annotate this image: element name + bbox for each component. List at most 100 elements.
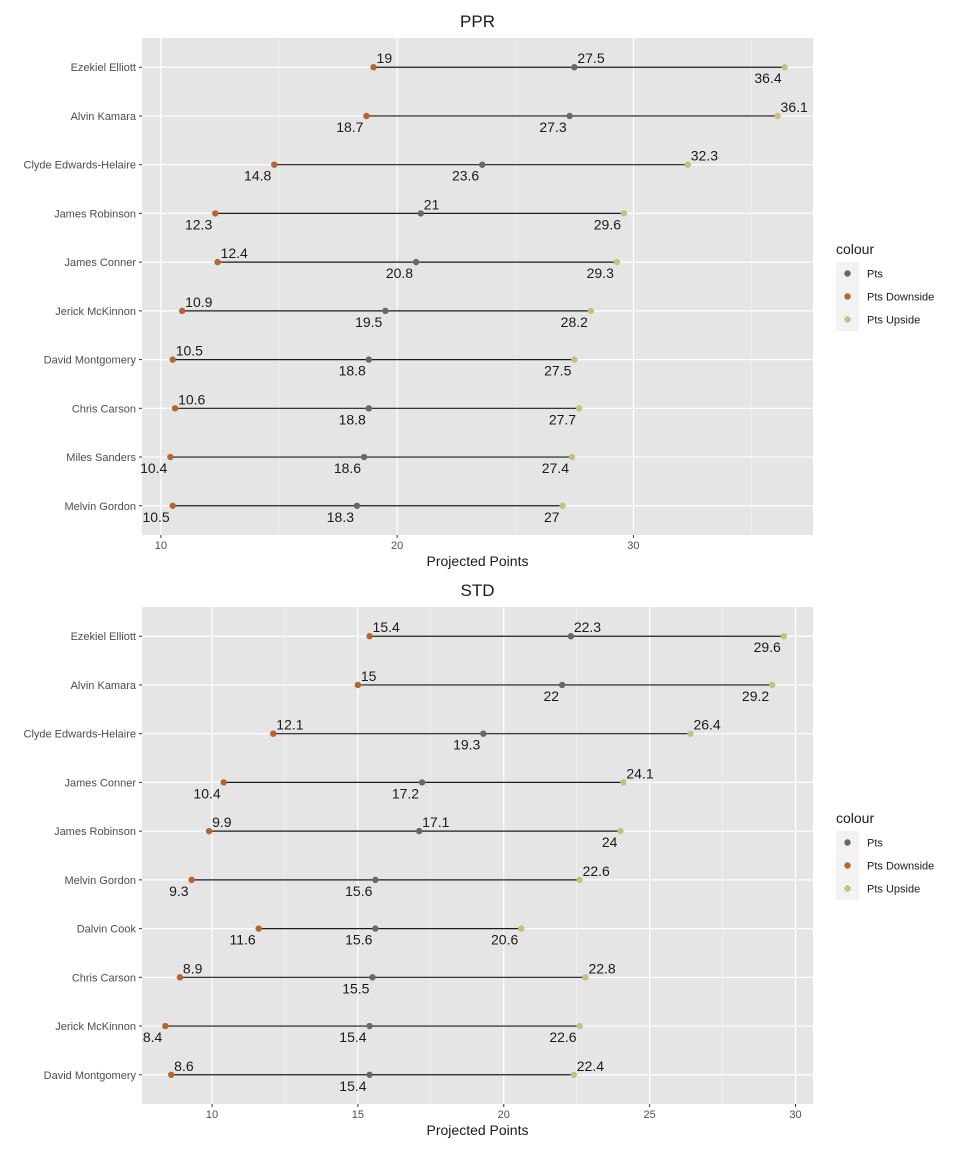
pts-upside-point	[613, 258, 621, 266]
y-tick-label: Chris Carson	[72, 403, 136, 415]
pts-upside-point	[570, 1071, 577, 1078]
pts-upside-label: 22.4	[577, 1058, 604, 1074]
pts-downside-point	[214, 258, 221, 266]
pts-point	[382, 307, 389, 315]
x-tick-label: 20	[391, 540, 403, 552]
legend-label: Pts	[867, 838, 883, 850]
pts-label: 27.3	[539, 119, 566, 135]
pts-downside-point	[271, 161, 278, 168]
legend-label: Pts	[867, 269, 883, 281]
pts-downside-point	[167, 453, 174, 461]
pts-upside-point	[620, 210, 628, 217]
pts-point	[366, 1022, 373, 1030]
pts-downside-point	[205, 827, 213, 835]
pts-label: 18.6	[334, 460, 361, 476]
pts-upside-point	[684, 161, 691, 168]
pts-label: 21	[424, 196, 440, 212]
pts-label: 17.2	[392, 785, 419, 801]
pts-point	[567, 633, 575, 640]
y-tick-label: Miles Sanders	[66, 452, 136, 464]
pts-label: 18.8	[339, 411, 366, 427]
y-tick-label: Ezekiel Elliott	[71, 62, 136, 74]
y-tick-label: Clyde Edwards-Helaire	[24, 160, 137, 172]
x-tick-label: 15	[352, 1109, 364, 1121]
y-tick-label: David Montgomery	[44, 1070, 137, 1082]
pts-upside-point	[575, 405, 583, 412]
x-axis-label: Projected Points	[427, 1122, 529, 1138]
pts-point	[479, 161, 486, 168]
legend-label: Pts Upside	[867, 884, 920, 896]
pts-downside-point	[212, 210, 219, 217]
pts-upside-label: 27	[544, 509, 560, 525]
pts-point	[360, 453, 368, 461]
pts-point	[365, 405, 373, 412]
pts-downside-label: 19	[377, 50, 393, 66]
std-chart: 10 15 20 25 30 Ezekiel Elliott Alvin Kamara Cly…	[24, 581, 813, 1138]
pts-upside-label: 27.7	[549, 411, 576, 427]
pts-point	[418, 779, 426, 786]
pts-downside-point	[270, 730, 277, 737]
pts-upside-label: 22.6	[549, 1029, 576, 1045]
y-tick-label: Chris Carson	[72, 972, 136, 984]
legend-title: colour	[836, 241, 874, 257]
pts-label: 27.5	[577, 50, 604, 66]
pts-upside-label: 20.6	[491, 932, 518, 948]
pts-upside-point	[571, 356, 578, 363]
pts-downside-point	[176, 974, 184, 981]
y-tick-label: James Conner	[64, 257, 136, 269]
pts-upside-point	[774, 112, 781, 120]
pts-downside-label: 12.3	[185, 216, 212, 232]
pts-downside-point	[167, 1071, 175, 1078]
legend-label: Pts Downside	[867, 861, 934, 873]
pts-downside-label: 12.1	[276, 717, 303, 733]
pts-upside-point	[518, 925, 525, 932]
legend-label: Pts Downside	[867, 292, 934, 304]
pts-label: 20.8	[386, 265, 413, 281]
pts-label: 19.3	[453, 737, 480, 753]
pts-upside-label: 27.4	[542, 460, 569, 476]
pts-label: 15.4	[339, 1078, 366, 1094]
pts-upside-label: 22.6	[583, 863, 610, 879]
pts-downside-label: 14.8	[244, 168, 271, 184]
pts-upside-point	[559, 502, 566, 509]
pts-downside-label: 8.4	[143, 1029, 163, 1045]
y-tick-label: Jerick McKinnon	[55, 306, 136, 318]
x-axis-label: Projected Points	[427, 553, 529, 569]
legend-swatch	[844, 839, 851, 846]
pts-downside-label: 11.6	[229, 932, 255, 948]
pts-upside-label: 29.2	[742, 688, 769, 704]
pts-upside-point	[781, 64, 788, 71]
legend-swatch	[844, 293, 851, 300]
y-tick-label: Melvin Gordon	[64, 501, 136, 513]
pts-downside-label: 9.9	[212, 814, 232, 830]
legend-title: colour	[836, 810, 874, 826]
pts-downside-point	[178, 307, 186, 315]
pts-downside-label: 9.3	[169, 883, 189, 899]
pts-upside-label: 26.4	[693, 717, 720, 733]
legend-swatch	[844, 862, 851, 869]
pts-point	[480, 730, 487, 737]
pts-upside-point	[780, 633, 788, 640]
chart-title: STD	[461, 581, 495, 600]
plot-panel	[142, 607, 813, 1104]
pts-point	[415, 827, 423, 835]
pts-upside-label: 36.1	[781, 99, 808, 115]
pts-point	[372, 876, 379, 884]
pts-downside-point	[169, 356, 176, 363]
y-tick-label: James Robinson	[54, 208, 136, 220]
pts-label: 15.6	[345, 883, 372, 899]
x-tick-label: 10	[155, 540, 167, 552]
pts-label: 22.3	[574, 619, 601, 635]
y-tick-label: David Montgomery	[44, 355, 137, 367]
chart-title: PPR	[460, 12, 495, 31]
pts-point	[365, 356, 373, 363]
pts-downside-point	[363, 112, 370, 120]
pts-downside-point	[366, 633, 373, 640]
pts-downside-label: 18.7	[336, 119, 363, 135]
pts-upside-point	[576, 876, 583, 884]
pts-upside-point	[768, 681, 776, 689]
x-tick-label: 20	[498, 1109, 510, 1121]
pts-label: 15.5	[342, 980, 369, 996]
pts-downside-label: 15	[361, 668, 377, 684]
